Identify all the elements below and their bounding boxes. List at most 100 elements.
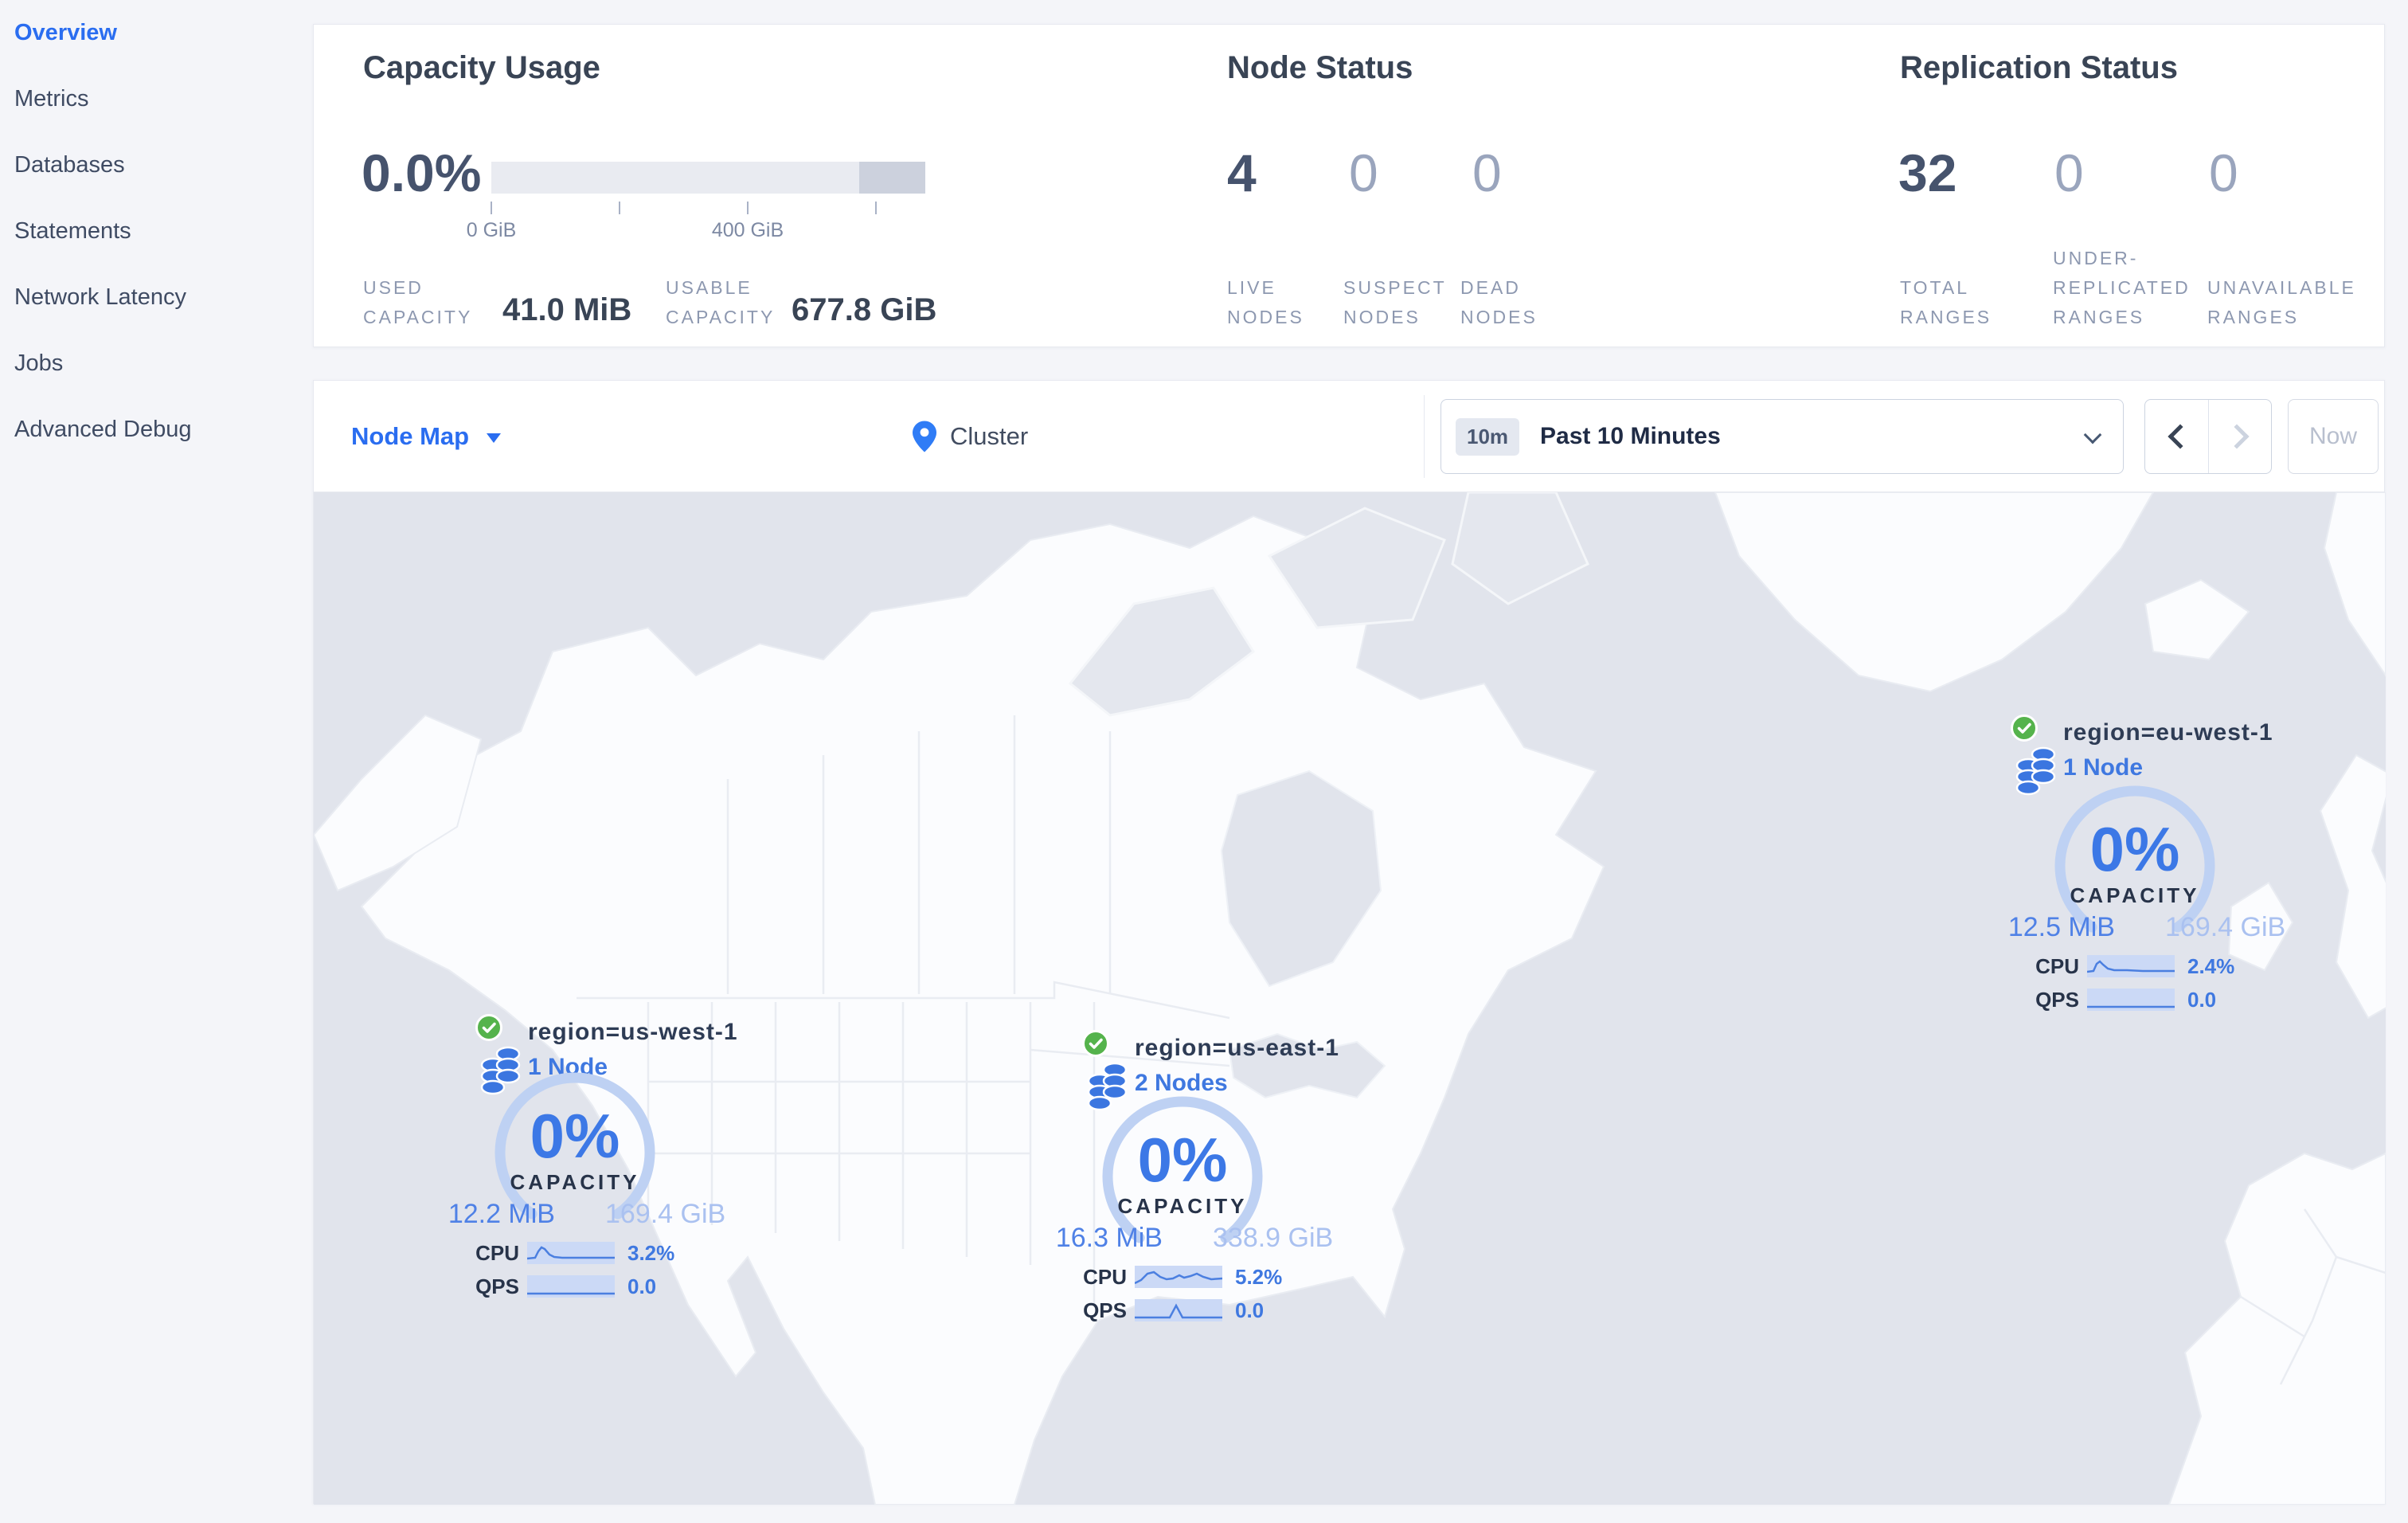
cpu-label: CPU — [2035, 954, 2079, 978]
qps-label: QPS — [1083, 1298, 1127, 1322]
node-map: region=us-west-1 1 Node 0% CAPACITY 12.2… — [314, 492, 2386, 1505]
replication-status-title: Replication Status — [1900, 50, 2178, 85]
qps-row: QPS 0.0 — [2015, 985, 2278, 1014]
under-replicated-ranges-label: UNDER-REPLICATED RANGES — [2053, 248, 2191, 327]
capacity-usage-bar — [491, 162, 925, 194]
capacity-label: CAPACITY — [1117, 1194, 1248, 1218]
capacity-bar-tick — [747, 202, 749, 214]
capacity-bar-tick — [491, 202, 492, 214]
node-status-title: Node Status — [1227, 50, 1413, 85]
node-map-card: Node Map Cluster 10m Past 10 Minutes N — [313, 380, 2386, 1505]
total-ranges-label: TOTAL RANGES — [1900, 277, 1992, 327]
qps-sparkline — [2087, 989, 2175, 1011]
usable-capacity-label: USABLE CAPACITY — [666, 277, 776, 327]
map-pin-icon — [913, 421, 936, 452]
next-time-window-button[interactable] — [2208, 400, 2271, 473]
qps-value: 0.0 — [627, 1274, 657, 1298]
time-window-pager — [2144, 399, 2272, 474]
live-nodes-value: 4 — [1227, 143, 1257, 202]
healthy-check-icon — [2011, 715, 2038, 742]
qps-row: QPS 0.0 — [455, 1272, 718, 1301]
breadcrumb[interactable]: Cluster — [910, 419, 1028, 454]
capacity-label: CAPACITY — [510, 1170, 640, 1194]
capacity-percent: 0% — [2089, 814, 2180, 884]
used-capacity-label: USED CAPACITY — [363, 277, 473, 327]
capacity-percent: 0% — [530, 1101, 620, 1171]
cluster-summary-card: Capacity Usage 0.0% 0 GiB 400 GiB USED C… — [313, 24, 2385, 347]
qps-value: 0.0 — [2187, 988, 2217, 1012]
time-window-dropdown[interactable]: 10m Past 10 Minutes — [1440, 399, 2124, 474]
capacity-label: CAPACITY — [2070, 883, 2200, 907]
capacity-bar-tick-label: 0 GiB — [466, 219, 517, 241]
qps-value: 0.0 — [1235, 1298, 1265, 1322]
qps-label: QPS — [2035, 988, 2079, 1012]
under-replicated-ranges-value: 0 — [2054, 143, 2084, 202]
sidebar-item-metrics[interactable]: Metrics — [14, 86, 89, 112]
sidebar: Overview Metrics Databases Statements Ne… — [0, 0, 313, 1523]
suspect-nodes-label: SUSPECT NODES — [1343, 277, 1447, 327]
sidebar-item-databases[interactable]: Databases — [14, 152, 125, 178]
region-label: region=us-west-1 — [528, 1019, 738, 1045]
time-window-badge: 10m — [1456, 417, 1520, 456]
capacity-percent: 0% — [1137, 1125, 1228, 1195]
cpu-row: CPU 5.2% — [1063, 1263, 1326, 1291]
used-capacity: 12.2 MiB — [448, 1199, 555, 1229]
capacity-bar-reserved-segment — [859, 162, 925, 194]
breadcrumb-label: Cluster — [950, 422, 1029, 450]
qps-sparkline — [1135, 1299, 1222, 1321]
world-map-graphic — [314, 492, 2386, 1505]
unavailable-ranges-value: 0 — [2209, 143, 2238, 202]
cpu-label: CPU — [475, 1241, 519, 1265]
chevron-down-icon — [2083, 425, 2102, 444]
capacity-bar-tick — [875, 202, 877, 214]
cpu-value: 3.2% — [627, 1241, 675, 1265]
qps-label: QPS — [475, 1274, 519, 1298]
capacity-bar-tick — [619, 202, 620, 214]
cpu-value: 2.4% — [2187, 954, 2235, 978]
qps-sparkline — [527, 1275, 615, 1298]
capacity-gauge-arc — [494, 1072, 655, 1220]
database-stack-icon — [480, 1046, 521, 1095]
cpu-row: CPU 3.2% — [455, 1239, 718, 1267]
node-count-link[interactable]: 2 Nodes — [1135, 1070, 1228, 1096]
dead-nodes-value: 0 — [1472, 143, 1502, 202]
capacity-gauge-arc — [1102, 1096, 1263, 1243]
used-capacity: 12.5 MiB — [2007, 912, 2115, 942]
caret-down-icon — [487, 433, 502, 443]
now-button[interactable]: Now — [2288, 399, 2379, 474]
cpu-sparkline — [527, 1242, 615, 1264]
sidebar-item-network-latency[interactable]: Network Latency — [14, 284, 186, 310]
usable-capacity-value: 677.8 GiB — [792, 292, 937, 327]
usable-capacity: 169.4 GiB — [2165, 912, 2286, 942]
sidebar-item-statements[interactable]: Statements — [14, 218, 131, 244]
healthy-check-icon — [475, 1014, 502, 1041]
used-capacity-value: 41.0 MiB — [502, 292, 632, 327]
cpu-sparkline — [1135, 1266, 1222, 1288]
database-stack-icon — [2015, 746, 2056, 796]
sidebar-item-jobs[interactable]: Jobs — [14, 350, 64, 376]
capacity-usage-title: Capacity Usage — [363, 50, 600, 85]
cpu-sparkline — [2087, 955, 2175, 977]
capacity-gauge-arc — [2054, 785, 2215, 933]
region-label: region=eu-west-1 — [2063, 719, 2273, 746]
total-ranges-value: 32 — [1898, 143, 1957, 202]
cpu-value: 5.2% — [1235, 1265, 1283, 1289]
healthy-check-icon — [1082, 1030, 1109, 1057]
live-nodes-label: LIVE NODES — [1227, 277, 1304, 327]
capacity-usage-percent: 0.0% — [362, 143, 482, 202]
cpu-label: CPU — [1083, 1265, 1127, 1289]
sidebar-item-overview[interactable]: Overview — [14, 20, 117, 45]
dead-nodes-label: DEAD NODES — [1460, 277, 1538, 327]
toolbar-divider — [1424, 395, 1425, 478]
suspect-nodes-value: 0 — [1349, 143, 1378, 202]
sidebar-item-advanced-debug[interactable]: Advanced Debug — [14, 417, 192, 442]
usable-capacity: 169.4 GiB — [605, 1199, 726, 1229]
node-count-link[interactable]: 1 Node — [2063, 754, 2144, 781]
usable-capacity: 338.9 GiB — [1213, 1223, 1334, 1253]
view-selector-dropdown[interactable]: Node Map — [351, 422, 502, 451]
unavailable-ranges-label: UNAVAILABLE RANGES — [2207, 277, 2356, 327]
previous-time-window-button[interactable] — [2145, 400, 2208, 473]
qps-row: QPS 0.0 — [1063, 1296, 1326, 1325]
view-selector-label: Node Map — [351, 422, 470, 450]
